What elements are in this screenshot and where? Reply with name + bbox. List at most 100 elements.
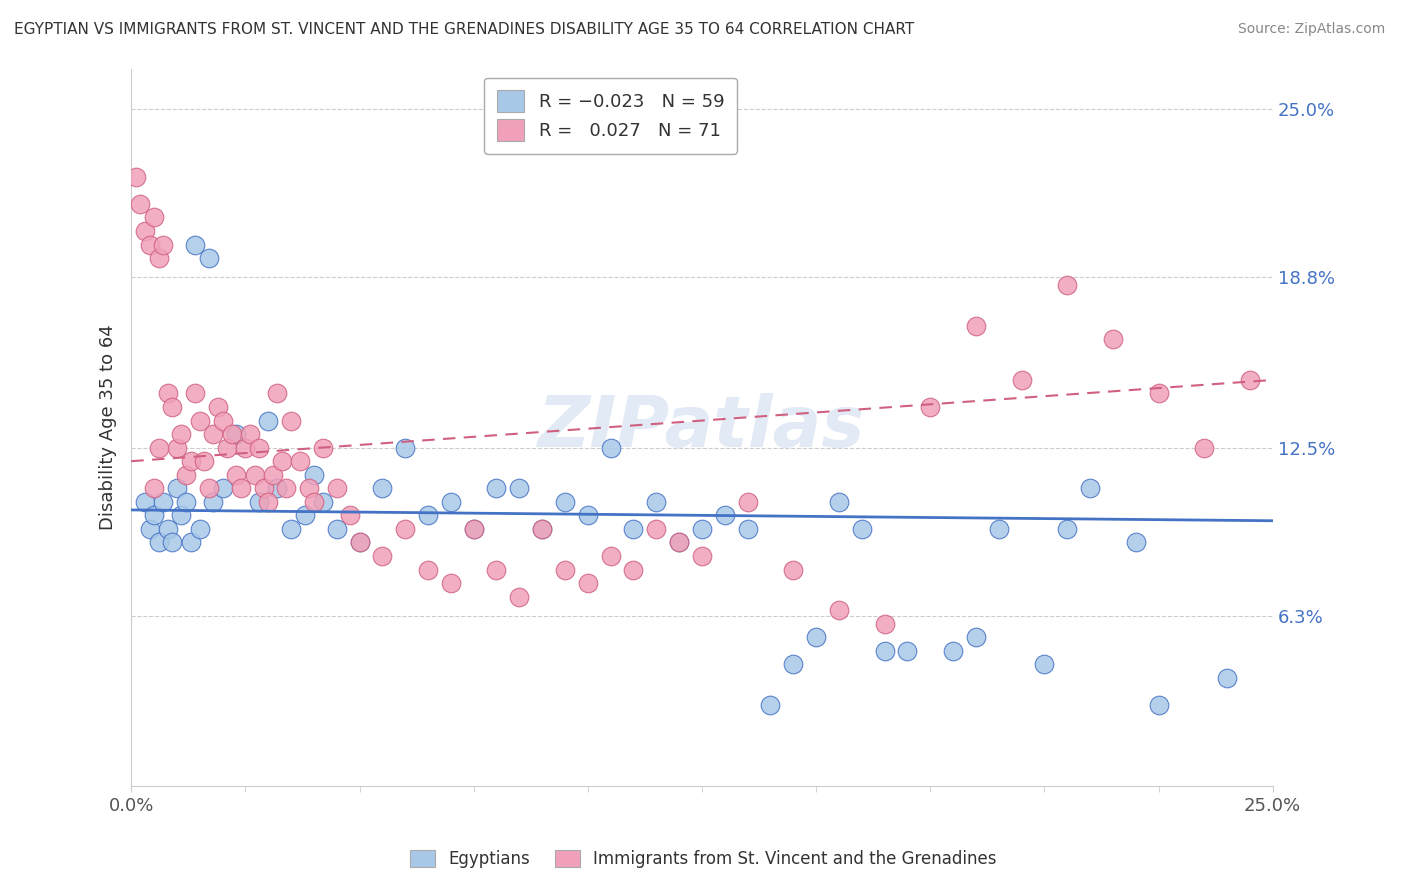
Point [294,508,316,523]
Point [184,237,207,252]
Point [193,454,215,468]
Point [416,562,439,576]
Point [1147,386,1170,401]
Point [485,481,508,495]
Point [965,630,987,644]
Point [152,495,174,509]
Point [873,616,896,631]
Point [266,481,288,495]
Point [188,413,211,427]
Point [349,535,371,549]
Point [257,495,280,509]
Point [416,508,439,523]
Point [508,481,530,495]
Point [485,562,508,576]
Point [1056,522,1078,536]
Point [156,522,179,536]
Point [339,508,361,523]
Point [690,549,713,563]
Point [198,251,221,265]
Point [804,630,827,644]
Point [576,508,599,523]
Point [225,427,247,442]
Point [166,481,188,495]
Point [508,590,530,604]
Point [298,481,321,495]
Legend: R = −0.023   N = 59, R =   0.027   N = 71: R = −0.023 N = 59, R = 0.027 N = 71 [485,78,737,154]
Point [174,495,197,509]
Point [280,522,302,536]
Point [349,535,371,549]
Point [1216,671,1239,685]
Point [262,467,284,482]
Point [288,454,311,468]
Point [239,427,262,442]
Text: Source: ZipAtlas.com: Source: ZipAtlas.com [1237,22,1385,37]
Point [828,603,851,617]
Text: ZIPatlas: ZIPatlas [538,392,866,462]
Point [599,441,621,455]
Point [198,481,221,495]
Point [143,211,166,225]
Point [266,386,288,401]
Point [1033,657,1056,672]
Point [188,522,211,536]
Point [280,413,302,427]
Point [148,441,170,455]
Point [942,644,965,658]
Point [235,441,257,455]
Point [207,400,229,414]
Point [1078,481,1101,495]
Point [184,386,207,401]
Point [759,698,782,712]
Point [713,508,735,523]
Point [668,535,690,549]
Point [162,535,184,549]
Point [737,495,759,509]
Point [554,562,576,576]
Point [1011,373,1033,387]
Point [1102,332,1125,346]
Point [148,251,170,265]
Point [143,508,166,523]
Point [440,576,463,591]
Y-axis label: Disability Age 35 to 64: Disability Age 35 to 64 [100,325,117,530]
Point [987,522,1010,536]
Point [463,522,485,536]
Point [440,495,463,509]
Point [202,427,225,442]
Point [134,495,156,509]
Point [828,495,851,509]
Point [156,386,179,401]
Point [152,237,174,252]
Point [645,522,668,536]
Point [737,522,759,536]
Point [623,562,645,576]
Point [247,495,270,509]
Point [325,481,347,495]
Point [312,495,335,509]
Point [690,522,713,536]
Point [463,522,485,536]
Point [531,522,554,536]
Point [170,427,193,442]
Point [623,522,645,536]
Point [851,522,873,536]
Point [1192,441,1215,455]
Point [125,169,148,184]
Point [257,413,280,427]
Point [138,237,160,252]
Point [170,508,193,523]
Point [211,481,233,495]
Point [531,522,554,536]
Point [302,495,325,509]
Point [782,562,804,576]
Point [554,495,576,509]
Point [174,467,197,482]
Point [129,197,152,211]
Point [221,427,243,442]
Point [202,495,225,509]
Point [217,441,239,455]
Point [253,481,276,495]
Point [162,400,184,414]
